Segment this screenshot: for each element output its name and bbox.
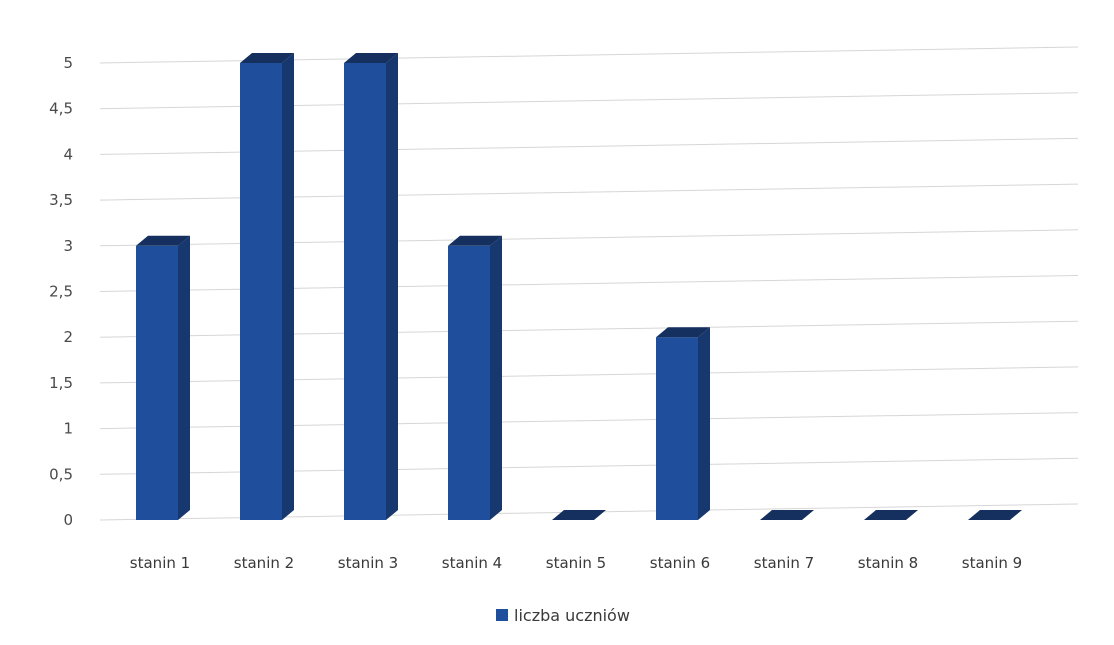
y-tick-label: 5 bbox=[63, 54, 73, 72]
bar-top bbox=[136, 235, 190, 246]
bar bbox=[344, 53, 398, 520]
x-tick-label: stanin 7 bbox=[754, 554, 814, 572]
bar-top bbox=[760, 510, 814, 520]
bar-side bbox=[698, 327, 710, 520]
x-tick-label: stanin 2 bbox=[234, 554, 294, 572]
legend-label: liczba uczniów bbox=[514, 606, 630, 625]
x-axis: stanin 1 stanin 2 stanin 3 stanin 4 stanin 5… bbox=[130, 554, 1022, 572]
bar-front bbox=[240, 63, 282, 520]
y-tick-label: 0,5 bbox=[49, 465, 73, 483]
y-tick-label: 4,5 bbox=[49, 100, 73, 118]
bar-side bbox=[490, 235, 502, 521]
bar-side bbox=[282, 53, 294, 520]
y-tick-label: 1,5 bbox=[49, 374, 73, 392]
bar-front bbox=[656, 337, 698, 520]
bar-top bbox=[656, 327, 710, 338]
bar bbox=[760, 510, 814, 520]
y-tick-label: 0 bbox=[63, 511, 73, 529]
x-tick-label: stanin 5 bbox=[546, 554, 606, 572]
x-tick-label: stanin 4 bbox=[442, 554, 502, 572]
bar-top bbox=[864, 510, 918, 520]
bar-top bbox=[240, 53, 294, 63]
y-tick-label: 3,5 bbox=[49, 191, 73, 209]
bar-top bbox=[448, 235, 502, 246]
y-tick-label: 1 bbox=[63, 420, 73, 438]
bar-top bbox=[552, 510, 606, 520]
bar bbox=[968, 510, 1022, 520]
bar bbox=[656, 327, 710, 520]
bar bbox=[448, 235, 502, 521]
bar-top bbox=[968, 510, 1022, 520]
bar-front bbox=[448, 245, 490, 521]
bar-front bbox=[344, 63, 386, 520]
legend: liczba uczniów bbox=[496, 606, 630, 625]
legend-swatch bbox=[496, 609, 508, 621]
bar bbox=[240, 53, 294, 520]
x-tick-label: stanin 8 bbox=[858, 554, 918, 572]
y-tick-label: 2 bbox=[63, 328, 73, 346]
y-axis: 0 0,5 1 1,5 2 2,5 3 3,5 4 4,5 5 bbox=[49, 54, 73, 529]
x-tick-label: stanin 1 bbox=[130, 554, 190, 572]
bar-side bbox=[386, 53, 398, 520]
x-tick-label: stanin 3 bbox=[338, 554, 398, 572]
bar bbox=[864, 510, 918, 520]
bar bbox=[552, 510, 606, 520]
y-tick-label: 2,5 bbox=[49, 283, 73, 301]
x-tick-label: stanin 9 bbox=[962, 554, 1022, 572]
y-tick-label: 3 bbox=[63, 237, 73, 255]
bar bbox=[136, 235, 190, 521]
x-tick-label: stanin 6 bbox=[650, 554, 710, 572]
bar-top bbox=[344, 53, 398, 63]
y-tick-label: 4 bbox=[63, 145, 73, 163]
bars bbox=[136, 53, 1022, 521]
bar-front bbox=[136, 245, 178, 521]
bar-side bbox=[178, 235, 190, 521]
